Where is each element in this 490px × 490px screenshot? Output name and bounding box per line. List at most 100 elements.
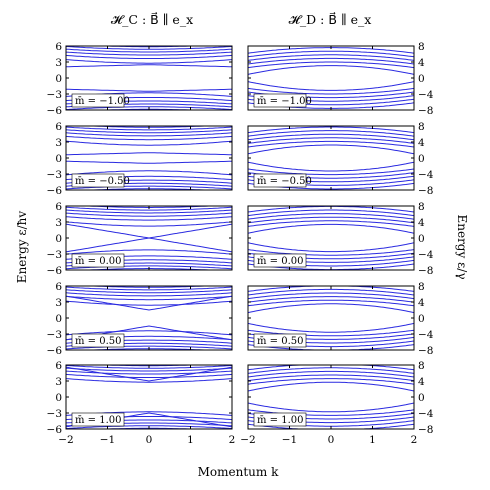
band-line-r2-c1-3: [248, 249, 414, 256]
m-label-box: [253, 93, 307, 108]
m-label-text: m̄ = −0.50: [257, 176, 312, 187]
y-tick-label: 0: [55, 73, 62, 85]
band-line-r0-c1-4: [248, 57, 414, 65]
m-label-box: [71, 412, 125, 427]
y-tick-label: −6: [47, 105, 63, 117]
y-tick-label: 8: [418, 201, 425, 213]
band-line-r2-c0-2: [66, 216, 232, 221]
y-tick-label: 0: [55, 153, 62, 165]
y-tick-label: 3: [55, 217, 62, 229]
band-line-r4-c0-6: [66, 367, 232, 372]
band-line-r1-c1-8: [248, 130, 414, 137]
x-tick-label: −2: [58, 434, 73, 446]
y-tick-label: −3: [47, 89, 62, 101]
y-tick-label: 8: [418, 281, 425, 293]
y-tick-label: −6: [47, 345, 63, 357]
band-line-r2-c1-2: [248, 220, 414, 227]
y-tick-label: −8: [418, 345, 433, 357]
band-line-r2-c0-6: [66, 209, 232, 214]
y-tick-label: 6: [55, 201, 62, 213]
m-label-box: [253, 412, 307, 427]
y-tick-label: 0: [418, 153, 425, 165]
band-line-r3-c1-1: [248, 322, 414, 333]
y-tick-label: 0: [55, 313, 62, 325]
x-tick-label: 0: [146, 434, 153, 446]
m-label-box: [253, 173, 307, 188]
left-column-title: 𝓗_C : B⃗ ∥ e_x: [111, 12, 193, 27]
x-tick-label: −1: [100, 434, 115, 446]
band-line-r1-c1-3: [248, 168, 414, 176]
y-axis-label-right: Energy ε/γ: [455, 214, 469, 279]
band-line-r2-c0-4: [66, 212, 232, 217]
y-tick-label: 4: [418, 57, 425, 69]
right-column-title: 𝓗_D : B⃗ ∥ e_x: [289, 12, 372, 27]
y-tick-label: −3: [47, 169, 62, 181]
m-label-text: m̄ = 0.00: [257, 256, 303, 267]
panels-group: 6 3 0 −3 −6 m̄ = −1.00 8 4 0 −4 −8 m̄ = −1.00 6 3 0 −3 −…: [47, 41, 434, 446]
y-tick-label: 0: [418, 73, 425, 85]
y-tick-label: −6: [47, 265, 63, 277]
y-tick-label: 0: [418, 313, 425, 325]
y-tick-label: −8: [418, 185, 433, 197]
band-line-r0-c0-9: [66, 106, 232, 110]
y-axis-label-left: Energy ε/ħv: [15, 211, 29, 284]
y-tick-label: −4: [418, 329, 434, 341]
y-tick-label: 0: [55, 233, 62, 245]
band-line-r3-c1-3: [248, 329, 414, 337]
band-line-r4-c1-4: [248, 374, 414, 382]
y-tick-label: 4: [418, 376, 425, 388]
x-tick-label: 1: [187, 434, 194, 446]
y-tick-label: −8: [418, 265, 433, 277]
y-tick-label: −8: [418, 424, 433, 436]
band-line-r1-c0-4: [66, 132, 232, 137]
m-label-text: m̄ = 0.50: [75, 336, 121, 347]
m-label-box: [253, 333, 307, 348]
x-tick-label: 0: [328, 434, 335, 446]
x-tick-label: 2: [411, 434, 418, 446]
band-line-r3-c1-10: [248, 286, 414, 292]
m-label-text: m̄ = −1.00: [75, 96, 130, 107]
band-line-r0-c1-8: [248, 50, 414, 58]
y-tick-label: 4: [418, 137, 425, 149]
m-label-text: m̄ = −1.00: [257, 96, 312, 107]
band-line-r3-c0-8: [66, 286, 232, 291]
band-line-r3-c0-0: [66, 300, 232, 306]
y-tick-label: 8: [418, 360, 425, 372]
band-line-r2-c0-13: [66, 237, 232, 253]
band-line-r2-c1-8: [248, 209, 414, 217]
m-label-box: [71, 173, 125, 188]
band-line-r4-c0-2: [66, 373, 232, 378]
m-label-box: [253, 253, 307, 268]
band-line-r1-c1-6: [248, 133, 414, 141]
x-tick-label: −1: [282, 434, 297, 446]
band-line-r0-c0-0: [66, 59, 232, 64]
band-line-r0-c0-2: [66, 54, 232, 59]
y-tick-label: 0: [418, 392, 425, 404]
y-tick-label: −3: [47, 408, 62, 420]
band-line-r1-c0-13: [66, 152, 232, 156]
band-line-r4-c0-8: [66, 365, 232, 369]
band-line-r0-c1-0: [248, 65, 414, 75]
band-line-r3-c0-12: [66, 295, 232, 311]
y-tick-label: 6: [55, 121, 62, 133]
y-tick-label: 4: [418, 297, 425, 309]
x-tick-label: −2: [240, 434, 255, 446]
band-line-r2-c0-1: [66, 249, 232, 255]
band-line-r0-c0-6: [66, 48, 232, 53]
band-line-r1-c1-1: [248, 161, 414, 172]
band-line-r3-c1-4: [248, 296, 414, 303]
band-line-r3-c1-8: [248, 288, 414, 296]
band-line-r4-c1-11: [248, 423, 414, 429]
y-tick-label: 0: [55, 392, 62, 404]
band-line-r1-c0-9: [66, 185, 232, 190]
x-axis-label: Momentum k: [198, 465, 279, 479]
y-tick-label: −4: [418, 169, 434, 181]
y-tick-label: 3: [55, 376, 62, 388]
y-tick-label: 0: [418, 233, 425, 245]
m-label-text: m̄ = 1.00: [75, 415, 121, 426]
band-line-r2-c0-0: [66, 221, 232, 227]
m-label-text: m̄ = 0.00: [75, 256, 121, 267]
band-line-r2-c1-0: [248, 223, 414, 234]
band-line-r3-c1-0: [248, 303, 414, 314]
band-line-r4-c1-1: [248, 402, 414, 413]
